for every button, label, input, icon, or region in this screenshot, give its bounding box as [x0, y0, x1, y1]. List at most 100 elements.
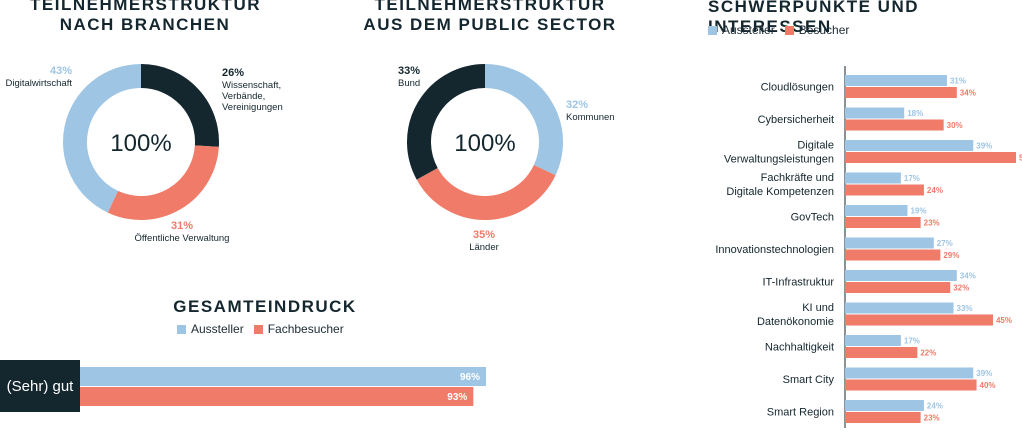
schwerpunkte-bar-aussteller: [845, 205, 908, 216]
schwerpunkte-value-label: 33%: [957, 304, 973, 313]
schwerpunkte-category-label: Verwaltungsleistungen: [724, 154, 834, 166]
donut-branchen-center-label: 100%: [110, 130, 171, 157]
schwerpunkte-bar-aussteller: [845, 302, 954, 314]
schwerpunkte-bar-aussteller: [845, 75, 947, 86]
schwerpunkte-value-label: 34%: [960, 272, 976, 281]
heading-public-line2: AUS DEM PUBLIC SECTOR: [363, 15, 617, 34]
schwerpunkte-bar-besucher: [845, 412, 921, 423]
legend-swatch-fachbesucher: [253, 324, 263, 334]
schwerpunkte-bar-besucher: [845, 249, 941, 261]
donut-public-category-label: Kommunen: [566, 112, 615, 123]
schwerpunkte-bar-besucher: [845, 152, 1016, 163]
schwerpunkte-value-label: 22%: [920, 349, 936, 358]
donut-branchen-value-label: 26%: [222, 67, 244, 79]
donut-public-value-label: 32%: [566, 99, 588, 111]
gesamt-category-label: (Sehr) gut: [0, 360, 80, 412]
heading-branchen: TEILNEHMERSTRUKTUR NACH BRANCHEN: [30, 0, 260, 35]
donut-public-value-label: 35%: [473, 229, 495, 241]
schwerpunkte-value-label: 17%: [904, 174, 920, 183]
schwerpunkte-bar-besucher: [845, 87, 957, 98]
schwerpunkte-value-label: 18%: [907, 109, 923, 118]
schwerpunkte-bar-besucher: [845, 282, 951, 293]
schwerpunkte-value-label: 23%: [924, 219, 940, 228]
schwerpunkte-category-label: Smart City: [783, 374, 835, 386]
donut-branchen-slice: [140, 64, 219, 147]
donut-public-category-label: Bund: [398, 78, 420, 89]
legend-label-aussteller: Aussteller: [191, 322, 244, 336]
heading-public-line1: TEILNEHMERSTRUKTUR: [374, 0, 606, 14]
schwerpunkte-category-label: Datenökonomie: [757, 316, 834, 328]
schwerpunkte-category-label: Digitale Kompetenzen: [726, 186, 834, 198]
schwerpunkte-category-label: IT-Infrastruktur: [762, 277, 834, 289]
legend-label-aussteller: Aussteller: [722, 23, 775, 37]
schwerpunkte-value-label: 24%: [927, 402, 943, 411]
gesamt-value-label: 96%: [460, 372, 480, 383]
schwerpunkte-bar-besucher: [845, 217, 921, 228]
gesamt-bar-aussteller: [80, 367, 486, 386]
donut-branchen-category-label: Wissenschaft,: [222, 80, 281, 91]
schwerpunkte-category-label: Fachkräfte und: [761, 172, 834, 184]
schwerpunkte-bar-besucher: [845, 184, 924, 196]
schwerpunkte-value-label: 52%: [1019, 154, 1022, 163]
legend-label-fachbesucher: Fachbesucher: [267, 322, 344, 336]
donut-branchen-category-label: Öffentliche Verwaltung: [135, 233, 230, 244]
schwerpunkte-bar-besucher: [845, 347, 918, 358]
donut-branchen-value-label: 43%: [50, 65, 72, 77]
legend-item-aussteller: Aussteller: [177, 322, 244, 336]
schwerpunkte-bar-besucher: [845, 379, 977, 391]
legend-item-besucher: Besucher: [784, 23, 850, 37]
donut-public-center-label: 100%: [454, 130, 515, 157]
donut-branchen-slice: [107, 144, 219, 220]
schwerpunkte-category-label: Smart Region: [767, 407, 834, 419]
schwerpunkte-value-label: 32%: [953, 284, 969, 293]
legend-label-besucher: Besucher: [798, 23, 850, 37]
donut-branchen-slice: [63, 64, 142, 213]
legend-swatch-aussteller: [177, 324, 186, 334]
donut-public-slice: [416, 164, 556, 220]
schwerpunkte-bar-aussteller: [845, 172, 901, 184]
schwerpunkte-bar-aussteller: [845, 335, 901, 346]
schwerpunkte-value-label: 39%: [976, 369, 992, 378]
schwerpunkte-bar-aussteller: [845, 400, 924, 411]
schwerpunkte-category-label: GovTech: [791, 212, 834, 224]
heading-schwerpunkte: SCHWERPUNKTE UND INTERESSEN: [708, 0, 919, 36]
schwerpunkte-value-label: 31%: [950, 77, 966, 86]
schwerpunkte-category-label: KI und: [802, 302, 834, 314]
donut-branchen-value-label: 31%: [171, 220, 193, 232]
schwerpunkte-value-label: 17%: [904, 337, 920, 346]
legend-swatch-besucher: [784, 25, 794, 35]
schwerpunkte-value-label: 27%: [937, 239, 953, 248]
donut-public-category-label: Länder: [469, 242, 499, 253]
schwerpunkte-value-label: 40%: [980, 381, 996, 390]
legend-item-fachbesucher: Fachbesucher: [253, 322, 344, 336]
schwerpunkte-category-label: Cloudlösungen: [761, 82, 834, 94]
schwerpunkte-value-label: 30%: [947, 121, 963, 130]
donut-public-value-label: 33%: [398, 65, 420, 77]
schwerpunkte-bar-aussteller: [845, 140, 974, 151]
schwerpunkte-value-label: 34%: [960, 89, 976, 98]
schwerpunkte-category-label: Innovationstechnologien: [715, 244, 834, 256]
gesamt-value-label: 93%: [447, 392, 467, 403]
heading-gesamt: GESAMTEINDRUCK: [173, 297, 357, 316]
heading-branchen-line1: TEILNEHMERSTRUKTUR: [30, 0, 261, 14]
schwerpunkte-category-label: Digitale: [797, 140, 834, 152]
schwerpunkte-value-label: 24%: [927, 186, 943, 195]
legend-item-aussteller: Aussteller: [708, 23, 775, 37]
heading-branchen-line2: NACH BRANCHEN: [59, 15, 231, 34]
legend-gesamt: Aussteller Fachbesucher: [177, 322, 344, 336]
donut-branchen-category-label: Verbände,: [222, 91, 265, 102]
schwerpunkte-bar-aussteller: [845, 237, 934, 249]
schwerpunkte-value-label: 23%: [924, 414, 940, 423]
schwerpunkte-bar-besucher: [845, 314, 993, 326]
legend-schwerpunkte: Aussteller Besucher: [708, 23, 849, 37]
schwerpunkte-value-label: 45%: [996, 316, 1012, 325]
donut-branchen-category-label: Digitalwirtschaft: [5, 78, 72, 89]
schwerpunkte-category-label: Cybersicherheit: [758, 114, 834, 126]
schwerpunkte-category-label: Nachhaltigkeit: [765, 342, 834, 354]
heading-public: TEILNEHMERSTRUKTUR AUS DEM PUBLIC SECTOR: [360, 0, 620, 35]
donut-public-slice: [484, 64, 563, 176]
donut-branchen-category-label: Vereinigungen: [222, 102, 283, 113]
schwerpunkte-bar-besucher: [845, 119, 944, 131]
schwerpunkte-bar-aussteller: [845, 270, 957, 281]
schwerpunkte-value-label: 39%: [976, 142, 992, 151]
